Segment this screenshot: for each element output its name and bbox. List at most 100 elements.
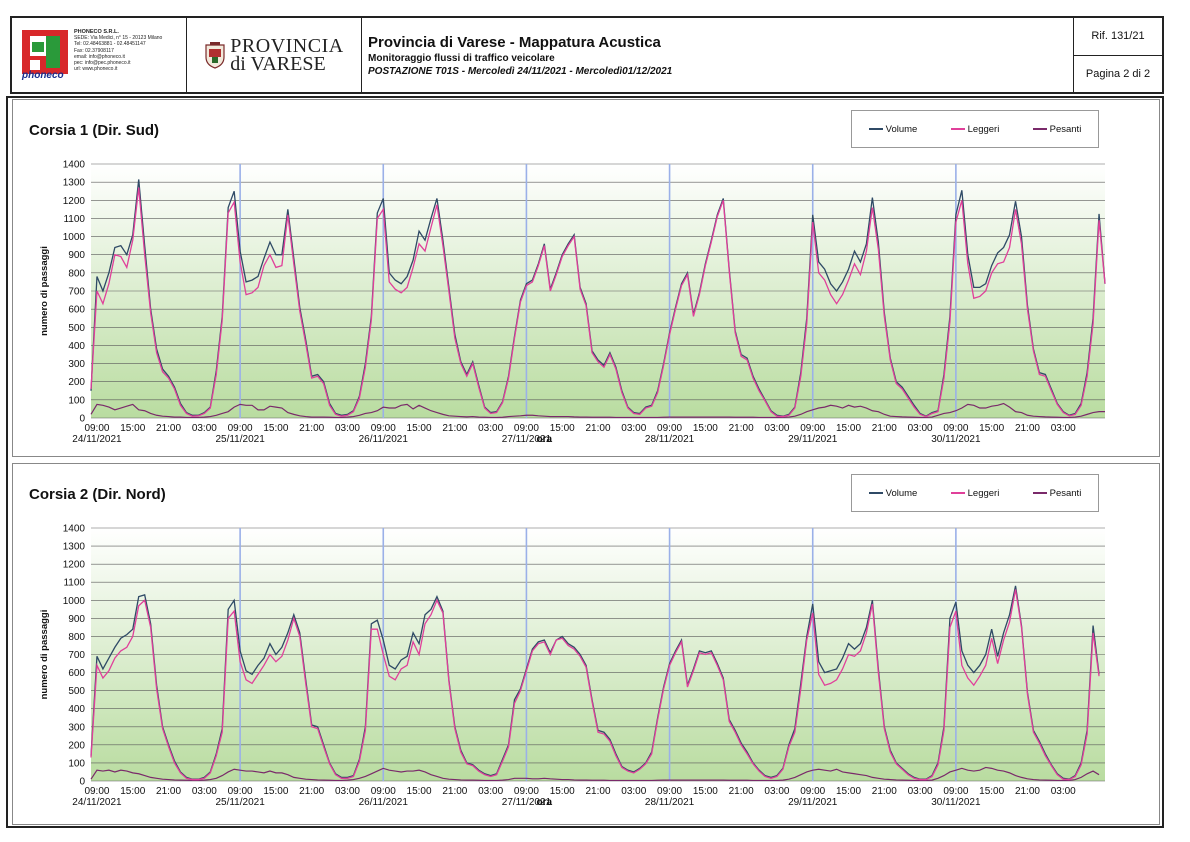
chart-title: Corsia 1 (Dir. Sud) (29, 122, 160, 139)
legend-swatch (868, 492, 883, 494)
x-tick-label: 03:00 (192, 423, 217, 434)
x-tick-label: 03:00 (1051, 786, 1076, 797)
y-tick-label: 100 (68, 758, 85, 769)
x-date-label: 27/11/2021 (502, 797, 552, 808)
legend-swatch (1032, 128, 1047, 130)
x-tick-label: 03:00 (908, 786, 933, 797)
x-tick-label: 15:00 (836, 423, 861, 434)
title-cell: Provincia di Varese - Mappatura Acustica… (362, 18, 1074, 92)
chart-title: Corsia 2 (Dir. Nord) (29, 486, 166, 503)
phoneco-logo-icon (22, 30, 68, 74)
x-tick-label: 15:00 (120, 423, 145, 434)
x-tick-label: 15:00 (120, 786, 145, 797)
legend-item-pesanti: Pesanti (1032, 488, 1081, 499)
legend-swatch (950, 492, 965, 494)
x-tick-label: 09:00 (228, 423, 253, 434)
y-tick-label: 100 (68, 395, 85, 406)
x-tick-label: 09:00 (84, 786, 109, 797)
y-tick-label: 500 (68, 686, 85, 697)
legend-item-volume: Volume (868, 487, 918, 499)
x-tick-label: 21:00 (585, 423, 610, 434)
x-date-label: 28/11/2021 (645, 797, 695, 808)
company-name: PHONECO S.R.L. (74, 29, 119, 35)
x-axis-label: ora (537, 797, 553, 808)
x-tick-label: 09:00 (84, 423, 109, 434)
x-tick-label: 15:00 (263, 423, 288, 434)
y-axis-label: numero di passaggi (39, 246, 50, 336)
x-date-label: 30/11/2021 (931, 434, 981, 445)
company-line: SEDE: Via Medici, n° 15 - 20123 Milano (74, 35, 163, 42)
x-tick-label: 03:00 (1051, 423, 1076, 434)
legend-item-volume: Volume (868, 124, 917, 135)
x-tick-label: 21:00 (442, 423, 467, 434)
y-tick-label: 700 (68, 650, 85, 661)
phoneco-logo-cell: PHONECO S.R.L. SEDE: Via Medici, n° 15 -… (12, 18, 187, 92)
x-tick-label: 15:00 (550, 423, 575, 434)
chart-panel-corsia-2: Corsia 2 (Dir. Nord) Volume Leggeri Pesa… (12, 463, 1160, 825)
y-tick-label: 1100 (63, 214, 85, 225)
y-tick-label: 0 (79, 777, 85, 788)
x-date-label: 24/11/2021 (72, 797, 122, 808)
x-tick-label: 09:00 (228, 786, 253, 797)
y-tick-label: 1300 (63, 178, 86, 189)
company-line: email: info@phoneco.it (74, 53, 125, 60)
legend-label: Pesanti (1049, 123, 1082, 135)
x-tick-label: 15:00 (263, 786, 288, 797)
chart-panel-corsia-1: Corsia 1 (Dir. Sud) Volume Leggeri Pesan… (12, 99, 1160, 457)
x-tick-label: 03:00 (335, 423, 360, 434)
y-tick-label: 600 (68, 668, 85, 679)
x-tick-label: 15:00 (693, 786, 718, 797)
series-line-leggeri (90, 589, 1100, 781)
company-line: url: www.phoneco.it (74, 66, 118, 73)
y-tick-label: 800 (68, 268, 85, 279)
x-tick-label: 03:00 (335, 786, 360, 797)
y-tick-label: 0 (79, 414, 85, 425)
phoneco-wordmark: phoneco (22, 70, 64, 81)
x-tick-label: 03:00 (192, 786, 217, 797)
x-tick-label: 09:00 (657, 423, 682, 434)
company-line: Fax: 02.37908117 (74, 47, 114, 54)
x-tick-label: 09:00 (371, 423, 396, 434)
x-tick-label: 03:00 (764, 423, 789, 434)
x-tick-label: 09:00 (657, 786, 682, 797)
company-line: pec: info@pec.phoneco.it (74, 60, 131, 67)
y-tick-label: 600 (68, 305, 85, 316)
series-line-leggeri (90, 187, 1106, 418)
x-tick-label: 15:00 (407, 786, 432, 797)
x-tick-label: 21:00 (729, 423, 754, 434)
y-tick-label: 1400 (63, 524, 86, 535)
content-frame (6, 96, 1164, 828)
x-date-label: 25/11/2021 (215, 797, 265, 808)
provincia-line1: PROVINCIA (230, 35, 344, 57)
x-axis-label: ora (537, 434, 553, 445)
document-subtitle: Monitoraggio flussi di traffico veicolar… (368, 53, 555, 64)
provincia-crest-icon (205, 42, 225, 69)
x-tick-label: 03:00 (621, 786, 646, 797)
x-tick-label: 03:00 (478, 786, 503, 797)
y-axis-label: numero di passaggi (39, 610, 50, 700)
x-tick-label: 21:00 (729, 786, 754, 797)
legend-item-leggeri: Leggeri (950, 124, 999, 135)
x-date-label: 26/11/2021 (359, 434, 409, 445)
x-tick-label: 21:00 (156, 423, 181, 434)
legend-swatch (950, 128, 965, 130)
legend-swatch (868, 128, 883, 130)
y-tick-label: 1000 (63, 596, 86, 607)
x-tick-label: 03:00 (478, 423, 503, 434)
document-title: Provincia di Varese - Mappatura Acustica (368, 34, 661, 51)
y-tick-label: 800 (68, 632, 85, 643)
x-date-label: 26/11/2021 (359, 797, 409, 808)
x-tick-label: 09:00 (514, 786, 539, 797)
x-tick-label: 21:00 (299, 423, 324, 434)
x-date-label: 24/11/2021 (72, 434, 122, 445)
legend-label: Volume (885, 487, 918, 499)
y-tick-label: 500 (68, 323, 85, 334)
y-tick-label: 200 (68, 740, 85, 751)
page-number: Pagina 2 di 2 (1085, 67, 1151, 80)
x-tick-label: 15:00 (836, 786, 861, 797)
provincia-logo: PROVINCIA di VARESE (204, 35, 344, 74)
x-date-label: 29/11/2021 (788, 797, 838, 808)
provincia-logo-cell: PROVINCIA di VARESE (187, 18, 362, 92)
legend-item-leggeri: Leggeri (950, 488, 999, 499)
x-tick-label: 15:00 (979, 423, 1004, 434)
